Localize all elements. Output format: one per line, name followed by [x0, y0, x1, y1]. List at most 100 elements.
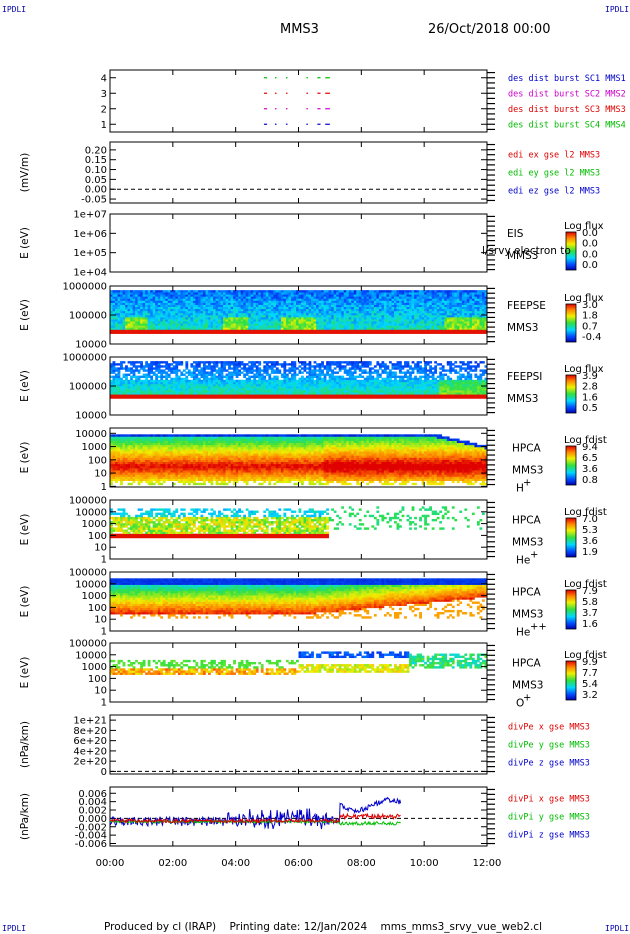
- spectrogram-pixel: [434, 319, 438, 322]
- spectrogram-pixel: [145, 379, 148, 383]
- spectrogram-pixel: [260, 381, 264, 385]
- y-tick-label: 2: [101, 104, 107, 115]
- spectrogram-pixel: [130, 296, 133, 299]
- spectrogram-pixel: [110, 306, 113, 310]
- spectrogram-pixel: [152, 381, 156, 385]
- spectrogram-pixel: [326, 300, 329, 303]
- spectrogram-pixel: [356, 323, 360, 326]
- spectrogram-pixel: [230, 292, 234, 295]
- spectrogram-pixel: [298, 331, 302, 334]
- spectrogram-pixel: [250, 302, 254, 305]
- spectrogram-pixel: [230, 296, 234, 299]
- spectrogram-pixel: [177, 300, 181, 303]
- spectrogram-pixel: [424, 306, 427, 310]
- spectrogram-pixel: [411, 310, 415, 314]
- spectrogram-pixel: [187, 306, 191, 310]
- spectrogram-pixel: [130, 361, 133, 364]
- spectrogram-pixel: [376, 308, 380, 312]
- spectrogram-pixel: [386, 327, 390, 330]
- spectrogram-pixel: [197, 365, 201, 368]
- spectrogram-pixel: [228, 363, 231, 366]
- spectrogram-pixel: [245, 363, 249, 366]
- spectrogram-pixel: [137, 377, 141, 381]
- spectrogram-pixel: [220, 312, 224, 316]
- spectrogram-pixel: [260, 302, 264, 305]
- spectrogram-pixel: [409, 315, 412, 318]
- spectrogram-pixel: [476, 290, 480, 293]
- spectrogram-pixel: [479, 321, 483, 324]
- spectrogram-pixel: [115, 375, 118, 379]
- spectrogram-pixel: [368, 369, 372, 372]
- spectrogram-pixel: [388, 329, 392, 332]
- spectrogram-pixel: [278, 298, 282, 301]
- spectrogram-pixel: [218, 304, 221, 308]
- spectrogram-pixel: [484, 306, 488, 310]
- spectrogram-pixel: [396, 315, 400, 318]
- spectrogram-pixel: [192, 392, 196, 395]
- spectrogram-pixel: [150, 315, 154, 318]
- spectrogram-pixel: [165, 292, 169, 295]
- spectrogram-pixel: [303, 306, 307, 310]
- spectrogram-pixel: [361, 363, 365, 366]
- spectrogram-pixel: [265, 361, 269, 364]
- spectrogram-pixel: [120, 361, 123, 364]
- spectrogram-pixel: [383, 317, 387, 320]
- spectrogram-pixel: [137, 386, 141, 389]
- spectrogram-pixel: [361, 383, 365, 387]
- spectrogram-pixel: [295, 367, 299, 370]
- legend-entry: edi ex gse l2 MMS3: [508, 151, 600, 161]
- spectrogram-pixel: [240, 381, 244, 385]
- spectrogram-pixel: [185, 306, 189, 310]
- spectrogram-pixel: [431, 323, 435, 326]
- spectrogram-pixel: [170, 290, 174, 293]
- spectrogram-pixel: [318, 377, 322, 381]
- spectrogram-pixel: [185, 371, 189, 374]
- spectrogram-pixel: [328, 323, 332, 326]
- spectrogram-pixel: [366, 363, 370, 366]
- spectrogram-pixel: [401, 308, 405, 312]
- spectrogram-pixel: [273, 319, 277, 322]
- spectrogram-pixel: [481, 304, 485, 308]
- spectrogram-pixel: [454, 294, 458, 297]
- spectrogram-pixel: [243, 310, 247, 314]
- y-tick-label: 4: [101, 73, 107, 84]
- spectrogram-pixel: [175, 298, 179, 301]
- spectrogram-pixel: [343, 302, 347, 305]
- spectrogram-pixel: [142, 373, 146, 376]
- spectrogram-pixel: [454, 327, 458, 330]
- spectrogram-pixel: [290, 310, 294, 314]
- spectrogram-pixel: [356, 365, 360, 368]
- spectrogram-pixel: [368, 394, 372, 397]
- spectrogram-pixel: [285, 321, 289, 324]
- spectrogram-pixel: [250, 296, 254, 299]
- spectrogram-pixel: [177, 386, 181, 389]
- spectrogram-pixel: [338, 331, 342, 334]
- spectrogram-pixel: [429, 300, 432, 303]
- spectrogram-pixel: [283, 312, 287, 316]
- spectrogram-pixel: [371, 388, 375, 391]
- spectrogram-pixel: [431, 296, 435, 299]
- spectrogram-pixel: [371, 392, 375, 395]
- spectrogram-pixel: [421, 298, 425, 301]
- spectrogram-pixel: [265, 300, 269, 303]
- spectrogram-pixel: [401, 300, 405, 303]
- spectrogram-pixel: [361, 308, 365, 312]
- spectrogram-pixel: [316, 386, 319, 389]
- spectrogram-pixel: [426, 290, 430, 293]
- spectrogram-pixel: [110, 296, 113, 299]
- spectrogram-pixel: [285, 396, 289, 399]
- spectrogram-pixel: [311, 304, 314, 308]
- spectrogram-pixel: [135, 396, 138, 399]
- spectrogram-pixel: [371, 379, 375, 383]
- spectrogram-pixel: [268, 377, 272, 381]
- spectrogram-pixel: [386, 304, 390, 308]
- spectrogram-pixel: [361, 379, 365, 383]
- spectrogram-pixel: [157, 396, 161, 399]
- spectrogram-pixel: [177, 317, 181, 320]
- spectrogram-pixel: [471, 308, 475, 312]
- spectrogram-pixel: [358, 361, 362, 364]
- spectrogram-pixel: [218, 310, 221, 314]
- spectrogram-pixel: [459, 304, 463, 308]
- spectrogram-pixel: [426, 298, 430, 301]
- spectrogram-pixel: [336, 361, 340, 364]
